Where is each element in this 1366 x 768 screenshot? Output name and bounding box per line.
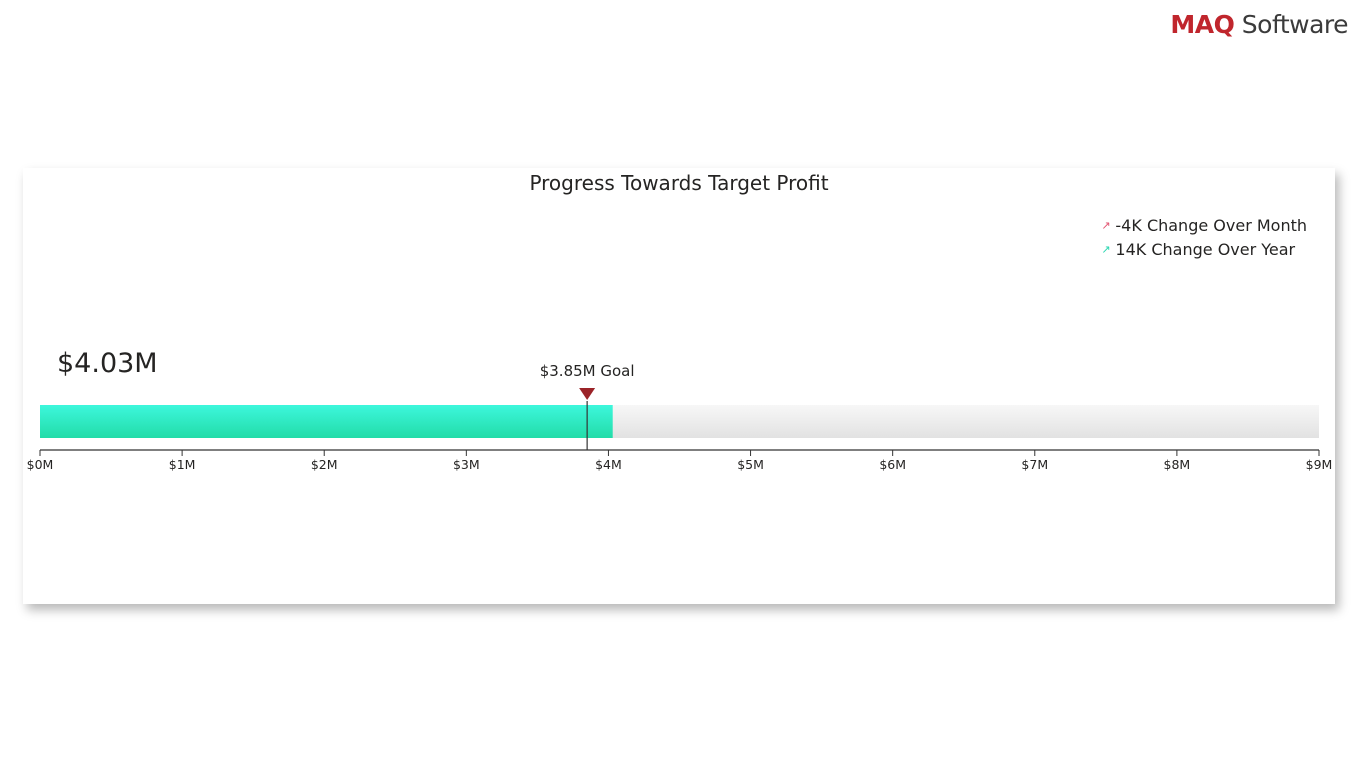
- logo-brand-rest: Software: [1234, 10, 1349, 39]
- x-axis-tick-label: $7M: [1021, 457, 1048, 472]
- trend-text-year: 14K Change Over Year: [1115, 240, 1296, 259]
- bullet-chart: $0M $1M $2M $3M $4M $5M $6M $7M $8M $9M: [27, 388, 1333, 472]
- trend-up-arrow-icon: ↗: [1101, 243, 1111, 256]
- x-axis-tick-label: $6M: [879, 457, 906, 472]
- trend-list: ↗ -4K Change Over Month ↗ 14K Change Ove…: [1101, 214, 1307, 262]
- x-axis-tick-label: $1M: [169, 457, 196, 472]
- goal-marker-triangle: [579, 388, 596, 400]
- trend-item-year: ↗ 14K Change Over Year: [1101, 238, 1307, 262]
- x-axis-tick-label: $2M: [311, 457, 338, 472]
- x-axis-tick-label: $0M: [27, 457, 54, 472]
- maq-software-logo: MAQ Software: [1170, 10, 1348, 39]
- goal-label: $3.85M Goal: [539, 362, 635, 380]
- actual-value-bar: [40, 405, 613, 438]
- x-axis-tick-label: $3M: [453, 457, 480, 472]
- actual-value-label: $4.03M: [57, 348, 158, 379]
- trend-text-month: -4K Change Over Month: [1115, 216, 1307, 235]
- x-axis-tick-label: $5M: [737, 457, 764, 472]
- x-axis-tick-label: $9M: [1306, 457, 1333, 472]
- x-axis-tick-label: $8M: [1164, 457, 1191, 472]
- chart-title: Progress Towards Target Profit: [529, 171, 829, 195]
- trend-up-arrow-icon: ↗: [1101, 219, 1111, 232]
- logo-brand: MAQ: [1170, 10, 1235, 39]
- bullet-chart-card: $0M $1M $2M $3M $4M $5M $6M $7M $8M $9M Progress …: [23, 168, 1335, 604]
- trend-item-month: ↗ -4K Change Over Month: [1101, 214, 1307, 238]
- x-axis-tick-label: $4M: [595, 457, 622, 472]
